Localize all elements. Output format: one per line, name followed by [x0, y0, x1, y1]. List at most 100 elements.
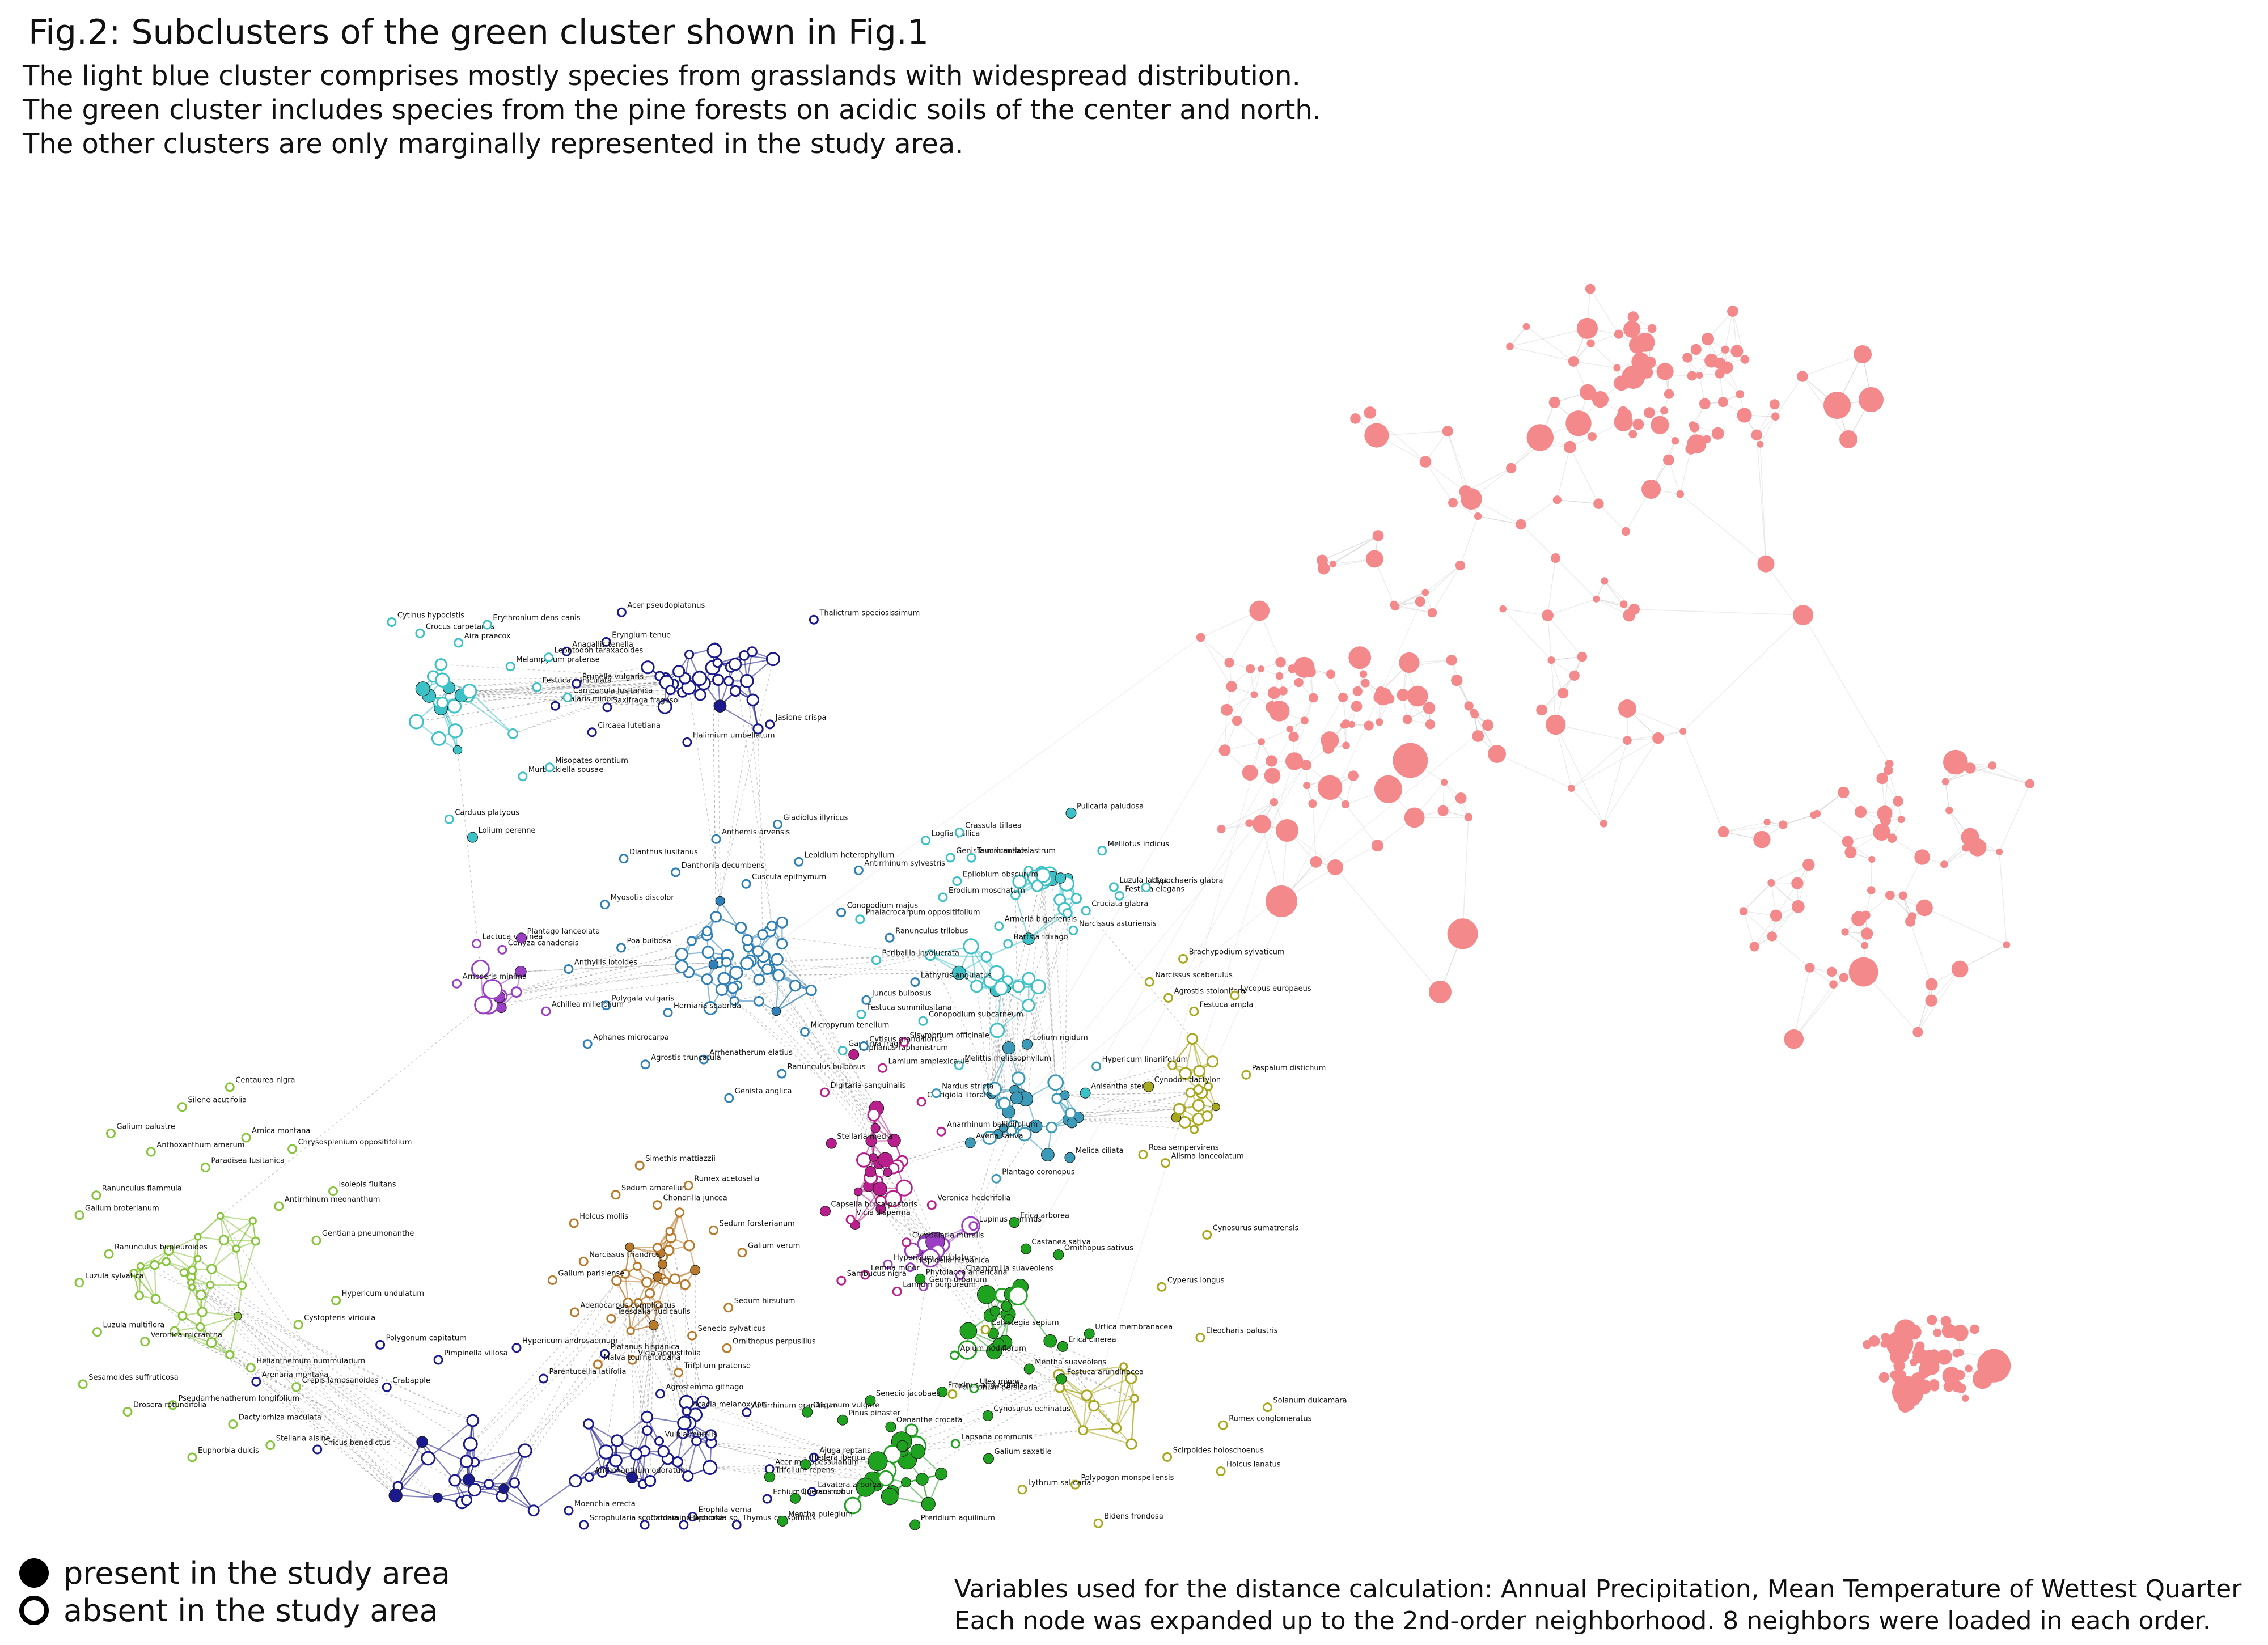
present-species-node[interactable]	[1753, 830, 1771, 849]
absent-species-node[interactable]	[885, 932, 895, 943]
present-species-node[interactable]	[1548, 396, 1560, 408]
absent-species-node[interactable]	[1144, 977, 1154, 987]
present-species-node[interactable]	[1770, 909, 1782, 922]
present-species-node[interactable]	[921, 1496, 936, 1511]
absent-species-node[interactable]	[1022, 999, 1035, 1012]
present-species-node[interactable]	[1925, 994, 1937, 1007]
absent-species-node[interactable]	[1193, 1065, 1206, 1078]
present-species-node[interactable]	[1628, 336, 1647, 354]
present-species-node[interactable]	[452, 745, 463, 755]
present-species-node[interactable]	[1246, 664, 1255, 673]
absent-species-node[interactable]	[1241, 1070, 1251, 1080]
absent-species-node[interactable]	[644, 1474, 657, 1487]
absent-species-node[interactable]	[955, 1270, 965, 1281]
present-species-node[interactable]	[910, 1444, 925, 1459]
absent-species-node[interactable]	[858, 1041, 869, 1051]
present-species-node[interactable]	[1374, 775, 1402, 803]
absent-species-node[interactable]	[228, 1419, 238, 1430]
absent-species-node[interactable]	[1081, 1389, 1093, 1401]
absent-species-node[interactable]	[462, 684, 477, 699]
present-species-node[interactable]	[1425, 719, 1436, 730]
present-species-node[interactable]	[1841, 928, 1849, 936]
absent-species-node[interactable]	[482, 620, 492, 630]
present-species-node[interactable]	[1769, 399, 1780, 410]
present-species-node[interactable]	[1593, 498, 1604, 509]
present-species-node[interactable]	[1802, 858, 1815, 871]
absent-species-node[interactable]	[206, 1337, 217, 1348]
present-species-node[interactable]	[1947, 1329, 1956, 1338]
present-species-node[interactable]	[869, 1153, 878, 1162]
absent-species-node[interactable]	[225, 1350, 235, 1360]
absent-species-node[interactable]	[672, 665, 686, 678]
present-species-node[interactable]	[1084, 1328, 1095, 1339]
present-species-node[interactable]	[1951, 960, 1969, 978]
absent-species-node[interactable]	[952, 876, 962, 886]
present-species-node[interactable]	[1364, 406, 1377, 419]
absent-species-node[interactable]	[653, 1300, 662, 1309]
present-species-node[interactable]	[1893, 796, 1903, 807]
present-species-node[interactable]	[1736, 390, 1745, 398]
absent-species-node[interactable]	[484, 1479, 494, 1489]
absent-species-node[interactable]	[187, 1265, 197, 1275]
absent-species-node[interactable]	[291, 1382, 302, 1392]
absent-species-node[interactable]	[619, 854, 629, 864]
absent-species-node[interactable]	[1114, 891, 1124, 901]
absent-species-node[interactable]	[1031, 880, 1044, 892]
absent-species-node[interactable]	[633, 1298, 643, 1307]
absent-species-node[interactable]	[1189, 1006, 1199, 1016]
present-species-node[interactable]	[1839, 430, 1857, 448]
present-species-node[interactable]	[1623, 736, 1632, 745]
absent-species-node[interactable]	[1017, 1485, 1027, 1495]
present-species-node[interactable]	[1308, 799, 1317, 808]
absent-species-node[interactable]	[987, 1082, 1002, 1097]
absent-species-node[interactable]	[387, 617, 397, 627]
absent-species-node[interactable]	[703, 1001, 718, 1015]
present-species-node[interactable]	[1970, 1324, 1979, 1334]
present-species-node[interactable]	[1218, 744, 1231, 757]
absent-species-node[interactable]	[596, 1466, 608, 1478]
absent-species-node[interactable]	[461, 1494, 472, 1506]
present-species-node[interactable]	[1249, 600, 1270, 621]
absent-species-node[interactable]	[632, 1261, 642, 1271]
present-species-node[interactable]	[415, 681, 430, 697]
absent-species-node[interactable]	[408, 714, 424, 730]
present-species-node[interactable]	[1399, 652, 1420, 673]
present-species-node[interactable]	[1656, 422, 1664, 430]
present-species-node[interactable]	[1757, 555, 1775, 573]
absent-species-node[interactable]	[497, 944, 507, 955]
present-species-node[interactable]	[1350, 413, 1361, 424]
absent-species-node[interactable]	[672, 1456, 683, 1468]
present-species-node[interactable]	[1580, 384, 1596, 401]
present-species-node[interactable]	[1056, 1373, 1067, 1385]
present-species-node[interactable]	[1474, 512, 1482, 520]
absent-species-node[interactable]	[140, 1337, 150, 1347]
absent-species-node[interactable]	[579, 1520, 589, 1530]
present-species-node[interactable]	[1393, 743, 1428, 778]
present-species-node[interactable]	[1342, 800, 1350, 809]
present-species-node[interactable]	[1286, 726, 1293, 733]
absent-species-node[interactable]	[729, 996, 739, 1006]
present-species-node[interactable]	[1001, 1301, 1012, 1312]
present-species-node[interactable]	[1288, 731, 1299, 743]
present-species-node[interactable]	[1376, 718, 1383, 726]
absent-species-node[interactable]	[598, 1444, 614, 1460]
present-species-node[interactable]	[1767, 931, 1777, 942]
absent-species-node[interactable]	[434, 658, 447, 671]
absent-species-node[interactable]	[657, 699, 672, 714]
present-species-node[interactable]	[865, 1135, 877, 1147]
present-species-node[interactable]	[1065, 807, 1077, 819]
present-species-node[interactable]	[1055, 872, 1067, 884]
present-species-node[interactable]	[1623, 320, 1641, 338]
absent-species-node[interactable]	[1206, 1055, 1219, 1068]
absent-species-node[interactable]	[216, 1212, 225, 1220]
absent-species-node[interactable]	[766, 921, 777, 931]
absent-species-node[interactable]	[609, 1453, 623, 1468]
present-species-node[interactable]	[1962, 1394, 1969, 1402]
present-species-node[interactable]	[1621, 527, 1630, 536]
present-species-node[interactable]	[1569, 670, 1580, 681]
present-species-node[interactable]	[1749, 942, 1759, 952]
absent-species-node[interactable]	[466, 1414, 480, 1427]
present-species-node[interactable]	[1711, 427, 1724, 440]
absent-species-node[interactable]	[712, 658, 723, 668]
present-species-node[interactable]	[1826, 966, 1837, 977]
